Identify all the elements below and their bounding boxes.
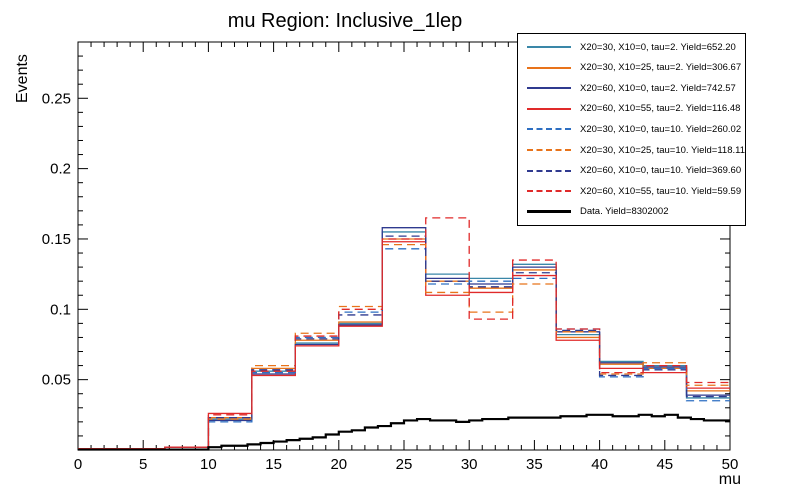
y-tick-label: 0.15	[42, 231, 71, 248]
legend-item: Data. Yield=8302002	[518, 206, 745, 217]
legend-line-sample	[527, 87, 571, 90]
x-tick-label: 20	[330, 456, 347, 473]
y-tick-label: 0.05	[42, 372, 71, 389]
legend-item: X20=30, X10=25, tau=10. Yield=118.11	[518, 145, 745, 156]
plot-area: 0 5 10 15 20 25 30 35 40 45 50 0.05 0.1 0.15 0.2 0.25	[42, 41, 739, 473]
legend-item-label: X20=30, X10=25, tau=10. Yield=118.11	[580, 144, 745, 156]
series-line-s6	[78, 243, 730, 450]
series-line-s5	[78, 248, 730, 450]
legend: X20=30, X10=0, tau=2. Yield=652.20 X20=30…	[517, 33, 746, 226]
x-tick-label: 0	[74, 456, 82, 473]
x-tick-label: 40	[591, 456, 608, 473]
series-line-s8	[78, 217, 730, 450]
legend-item-label: X20=60, X10=55, tau=10. Yield=59.59	[580, 185, 742, 197]
series-line-s4	[78, 241, 730, 450]
legend-line-sample	[527, 46, 571, 49]
legend-item: X20=30, X10=25, tau=2. Yield=306.67	[518, 62, 745, 73]
x-tick-label: 15	[265, 456, 282, 473]
legend-line-sample	[527, 66, 571, 69]
y-tick-label: 0.2	[50, 161, 71, 178]
legend-item-label: X20=60, X10=55, tau=2. Yield=116.48	[580, 103, 741, 115]
legend-item: X20=30, X10=0, tau=10. Yield=260.02	[518, 124, 745, 135]
x-tick-label: 5	[139, 456, 147, 473]
legend-item-label: X20=30, X10=0, tau=10. Yield=260.02	[580, 123, 742, 135]
x-tick-label: 50	[722, 456, 739, 473]
legend-item: X20=60, X10=0, tau=2. Yield=742.57	[518, 83, 745, 94]
x-axis-label: mu	[719, 471, 741, 488]
plot-title: mu Region: Inclusive_1lep	[228, 10, 463, 32]
x-tick-label: 30	[461, 456, 478, 473]
legend-item: X20=60, X10=55, tau=2. Yield=116.48	[518, 103, 745, 114]
legend-item-label: X20=60, X10=0, tau=10. Yield=369.60	[580, 165, 742, 177]
y-axis-label: Events	[14, 54, 31, 103]
legend-item-label: X20=30, X10=0, tau=2. Yield=652.20	[580, 41, 736, 53]
legend-line-sample	[527, 210, 571, 214]
legend-line-sample	[527, 149, 571, 151]
legend-item: X20=60, X10=55, tau=10. Yield=59.59	[518, 186, 745, 197]
legend-item: X20=60, X10=0, tau=10. Yield=369.60	[518, 165, 745, 176]
legend-item-label: Data. Yield=8302002	[580, 206, 669, 218]
legend-line-sample	[527, 107, 571, 110]
legend-item: X20=30, X10=0, tau=2. Yield=652.20	[518, 42, 745, 53]
legend-line-sample	[527, 128, 571, 131]
x-tick-label: 45	[656, 456, 673, 473]
series-line-data	[78, 413, 730, 451]
legend-item-label: X20=60, X10=0, tau=2. Yield=742.57	[580, 82, 736, 94]
legend-item-label: X20=30, X10=25, tau=2. Yield=306.67	[580, 62, 742, 74]
legend-line-sample	[527, 190, 571, 193]
y-tick-label: 0.25	[42, 90, 71, 107]
x-tick-label: 10	[200, 456, 217, 473]
x-tick-label: 25	[396, 456, 413, 473]
x-tick-label: 35	[526, 456, 543, 473]
legend-line-sample	[527, 169, 571, 172]
y-tick-label: 0.1	[50, 301, 71, 318]
